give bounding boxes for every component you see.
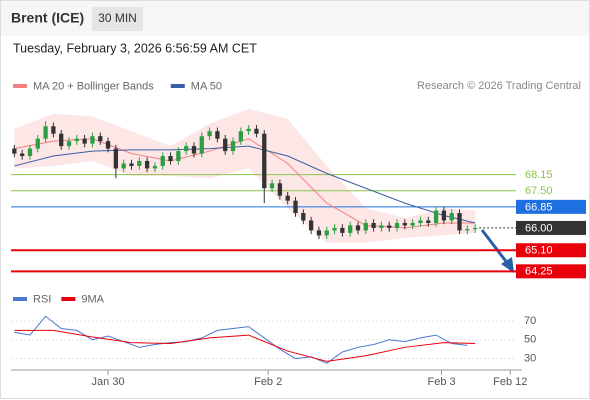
header-bar: [1, 1, 589, 36]
candle-body: [254, 128, 259, 134]
candle-body: [121, 163, 126, 169]
x-tick-label: Feb 2: [254, 376, 282, 388]
candle-body: [191, 146, 197, 154]
indicator-line: [14, 315, 468, 364]
candle-body: [35, 138, 40, 149]
candle-body: [324, 230, 329, 236]
candle-body: [418, 220, 423, 223]
candle-body: [363, 222, 368, 231]
candle-body: [246, 128, 251, 132]
candle-body: [269, 183, 275, 189]
candle-body: [410, 222, 415, 226]
candle-body: [441, 210, 447, 221]
candle-body: [105, 141, 111, 149]
candle-body: [230, 141, 236, 152]
candle-body: [457, 213, 462, 231]
moving-average: [14, 145, 476, 224]
candle-body: [113, 148, 119, 169]
y-tick-label: 30: [524, 353, 536, 365]
level-label: 67.50: [525, 185, 553, 197]
legend-swatch: [13, 297, 27, 301]
candle-body: [12, 148, 17, 154]
level-label: 68.15: [525, 169, 553, 181]
arrow-head: [501, 257, 514, 273]
candle-body: [285, 195, 290, 201]
legend-swatch: [170, 84, 185, 88]
interval: 30 MIN: [98, 11, 137, 25]
level-tag: [516, 199, 586, 214]
candle-body: [301, 213, 306, 221]
candle-body: [152, 165, 158, 169]
candle-body: [59, 133, 64, 147]
candle-body: [82, 138, 87, 144]
candle-body: [277, 183, 283, 196]
candle-body: [262, 133, 267, 189]
candle-body: [433, 210, 439, 223]
candle-body: [465, 229, 470, 231]
candle-body: [74, 138, 79, 142]
candle-body: [402, 222, 407, 226]
bollinger-band: [14, 108, 476, 243]
level-label: 65.10: [525, 245, 553, 257]
interval-box: [92, 7, 143, 31]
level-label: 66.85: [525, 201, 553, 213]
candle-body: [168, 156, 173, 161]
timestamp: Tuesday, February 3, 2026 6:56:59 AM CET: [13, 41, 257, 55]
candle-body: [66, 141, 72, 147]
symbol: Brent (ICE): [11, 10, 84, 26]
candle-body: [144, 160, 150, 169]
candle-body: [90, 136, 95, 144]
legend-label: RSI: [33, 293, 51, 305]
candle-body: [160, 156, 165, 166]
candle-body: [394, 222, 400, 228]
x-tick-label: Jan 30: [92, 376, 125, 388]
level-label: 66.00: [525, 222, 553, 234]
candle-body: [207, 131, 212, 137]
candle-body: [184, 146, 189, 152]
level-tag: [516, 220, 586, 235]
candle-body: [426, 220, 431, 223]
y-tick-label: 50: [524, 334, 536, 346]
credit: Research © 2026 Trading Central: [417, 80, 581, 92]
candle-body: [43, 126, 48, 139]
candle-body: [199, 136, 204, 154]
candle-body: [355, 225, 361, 231]
arrow-shaft: [480, 229, 510, 265]
candle-body: [387, 225, 392, 228]
indicator-line: [14, 329, 476, 362]
candle-body: [176, 151, 181, 161]
level-label: 64.25: [525, 266, 553, 278]
candle-body: [137, 160, 142, 166]
legend-label: 9MA: [81, 293, 104, 305]
candle-body: [449, 213, 454, 221]
candle-body: [472, 227, 478, 230]
candle-body: [129, 163, 134, 166]
candle-body: [51, 126, 56, 134]
candle-body: [27, 148, 33, 157]
y-tick-label: 70: [524, 315, 536, 327]
candle-body: [332, 227, 337, 231]
legend-label: MA 50: [191, 80, 222, 92]
candle-body: [308, 220, 314, 231]
candle-body: [98, 136, 103, 142]
candle-body: [316, 230, 322, 236]
candle-body: [379, 225, 384, 228]
candle-body: [215, 131, 220, 139]
candle-body: [348, 225, 353, 233]
candle-body: [340, 227, 345, 233]
legend-swatch: [13, 84, 27, 88]
candle-body: [223, 138, 228, 152]
x-tick-label: Feb 3: [427, 376, 455, 388]
candle-body: [293, 200, 298, 214]
candle-body: [371, 222, 376, 228]
level-tag: [516, 264, 586, 279]
legend-label: MA 20 + Bollinger Bands: [33, 80, 154, 92]
candle-body: [20, 153, 25, 157]
legend-swatch: [61, 297, 76, 301]
x-tick-label: Feb 12: [493, 376, 527, 388]
candle-body: [238, 131, 243, 142]
level-tag: [516, 243, 586, 258]
